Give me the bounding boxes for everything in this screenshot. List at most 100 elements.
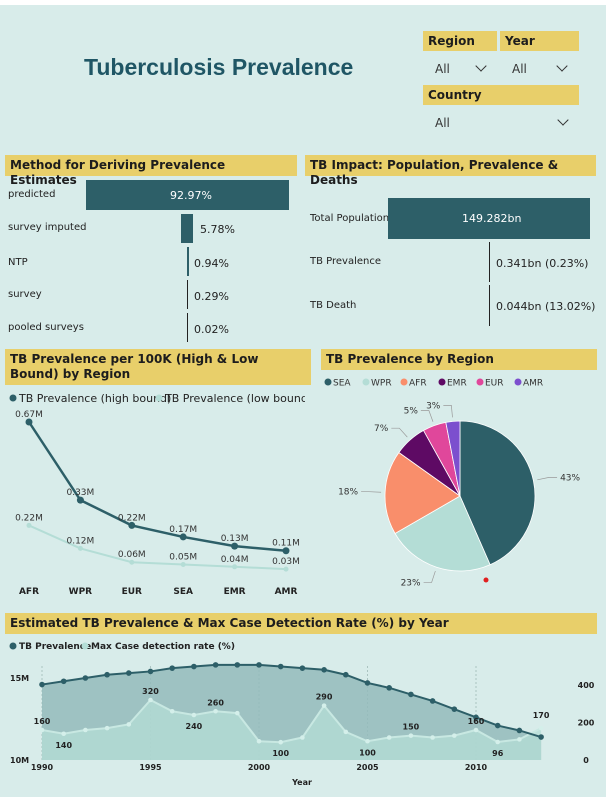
detection-point[interactable] <box>452 733 457 738</box>
year-dropdown[interactable]: All <box>500 55 579 81</box>
data-point[interactable] <box>129 559 135 565</box>
data-point[interactable] <box>232 564 238 570</box>
data-label: 96 <box>492 749 504 758</box>
country-value: All <box>435 116 450 130</box>
prevalence-point[interactable] <box>104 671 110 678</box>
x-tick-label: 2010 <box>465 763 488 772</box>
impact-bar-prevalence <box>489 242 490 282</box>
legend-label[interactable]: EMR <box>447 379 467 389</box>
data-point[interactable] <box>231 542 239 550</box>
pie-slice[interactable] <box>384 451 461 535</box>
detection-point[interactable] <box>278 739 284 745</box>
data-point[interactable] <box>76 496 84 504</box>
method-label-pooled-surveys: pooled surveys <box>8 322 84 333</box>
detection-point[interactable] <box>343 729 349 735</box>
chevron-down-icon <box>475 60 487 72</box>
data-label: 0.13M <box>221 534 249 544</box>
region-dropdown[interactable]: All <box>423 55 497 81</box>
leader-line <box>537 477 558 481</box>
detection-point[interactable] <box>83 727 88 733</box>
legend-label-low[interactable]: TB Prevalence (low bound) <box>164 392 305 405</box>
legend-label[interactable]: EUR <box>485 379 504 389</box>
detection-point[interactable] <box>235 710 240 716</box>
data-point[interactable] <box>180 562 186 568</box>
prevalence-point[interactable] <box>277 663 284 670</box>
data-point[interactable] <box>282 547 290 555</box>
prevalence-point[interactable] <box>429 698 436 704</box>
region-line-chart-title: TB Prevalence per 100K (High & Low Bound… <box>5 349 311 385</box>
prevalence-point[interactable] <box>126 670 132 676</box>
data-point[interactable] <box>283 566 289 572</box>
country-slicer-header: Country <box>423 85 579 105</box>
prevalence-point[interactable] <box>39 681 45 688</box>
chevron-down-icon <box>556 60 568 72</box>
region-value: All <box>435 62 450 76</box>
detection-point[interactable] <box>386 735 392 740</box>
detection-point[interactable] <box>148 697 153 703</box>
prevalence-point[interactable] <box>538 734 544 740</box>
legend-label[interactable]: WPR <box>371 379 392 389</box>
prevalence-point[interactable] <box>234 662 241 668</box>
country-dropdown[interactable]: All <box>423 109 579 135</box>
detection-point[interactable] <box>300 735 305 740</box>
detection-point[interactable] <box>430 735 435 740</box>
detection-point[interactable] <box>61 731 66 737</box>
detection-point[interactable] <box>517 737 522 742</box>
detection-point[interactable] <box>126 722 132 727</box>
y-left-tick-label: 10M <box>10 756 29 765</box>
legend-label-high[interactable]: TB Prevalence (high bound) <box>18 392 171 405</box>
prevalence-point[interactable] <box>60 678 67 685</box>
pie-slice[interactable] <box>459 420 536 566</box>
data-point[interactable] <box>26 522 32 528</box>
detection-area <box>42 700 542 760</box>
detection-point[interactable] <box>104 725 110 731</box>
detection-point[interactable] <box>256 738 262 744</box>
legend-label-prevalence[interactable]: TB Prevalence <box>19 642 91 652</box>
prevalence-point[interactable] <box>212 662 219 668</box>
x-tick-label: 2005 <box>356 763 379 772</box>
prevalence-point[interactable] <box>516 727 523 734</box>
detection-point[interactable] <box>39 727 45 733</box>
prevalence-point[interactable] <box>494 722 501 729</box>
legend-marker-high <box>9 394 17 402</box>
data-label: 150 <box>403 723 420 732</box>
prevalence-point[interactable] <box>321 667 327 673</box>
prevalence-point[interactable] <box>408 691 414 698</box>
data-point[interactable] <box>179 533 187 541</box>
pie-slice[interactable] <box>394 495 491 572</box>
legend-label[interactable]: AMR <box>523 379 543 389</box>
detection-point[interactable] <box>408 733 414 738</box>
prevalence-point[interactable] <box>386 685 393 691</box>
data-point[interactable] <box>77 545 83 551</box>
prevalence-point[interactable] <box>343 671 349 678</box>
legend-label[interactable]: AFR <box>409 379 427 389</box>
x-tick-label: AMR <box>275 587 298 597</box>
y-right-tick-label: 400 <box>578 681 595 690</box>
data-point[interactable] <box>128 521 136 529</box>
legend-marker <box>400 378 408 386</box>
prevalence-point[interactable] <box>473 714 479 721</box>
prevalence-point[interactable] <box>256 662 262 668</box>
detection-point[interactable] <box>191 712 197 718</box>
prevalence-point[interactable] <box>147 668 154 675</box>
detection-point[interactable] <box>495 739 501 745</box>
prevalence-point[interactable] <box>451 706 458 712</box>
legend-label[interactable]: SEA <box>333 379 351 389</box>
slice-label: 43% <box>560 473 580 483</box>
detection-point[interactable] <box>213 708 218 714</box>
detection-point[interactable] <box>365 738 370 744</box>
detection-point[interactable] <box>169 708 175 714</box>
legend-label-detection[interactable]: Max Case detection rate (%) <box>91 642 235 652</box>
data-point[interactable] <box>25 418 33 426</box>
prevalence-point[interactable] <box>299 665 306 671</box>
prevalence-point[interactable] <box>82 675 89 681</box>
detection-point[interactable] <box>538 725 544 731</box>
detection-point[interactable] <box>473 727 479 733</box>
prevalence-point[interactable] <box>169 665 175 671</box>
leader-line <box>443 405 453 418</box>
detection-point[interactable] <box>321 703 327 708</box>
pie-slice[interactable] <box>445 420 461 497</box>
region-pie-chart: SEA WPR AFR EMR EUR AMR 43% 23% 18% 7% 5% 3% <box>324 378 581 588</box>
prevalence-point[interactable] <box>364 680 371 686</box>
prevalence-point[interactable] <box>191 663 197 670</box>
